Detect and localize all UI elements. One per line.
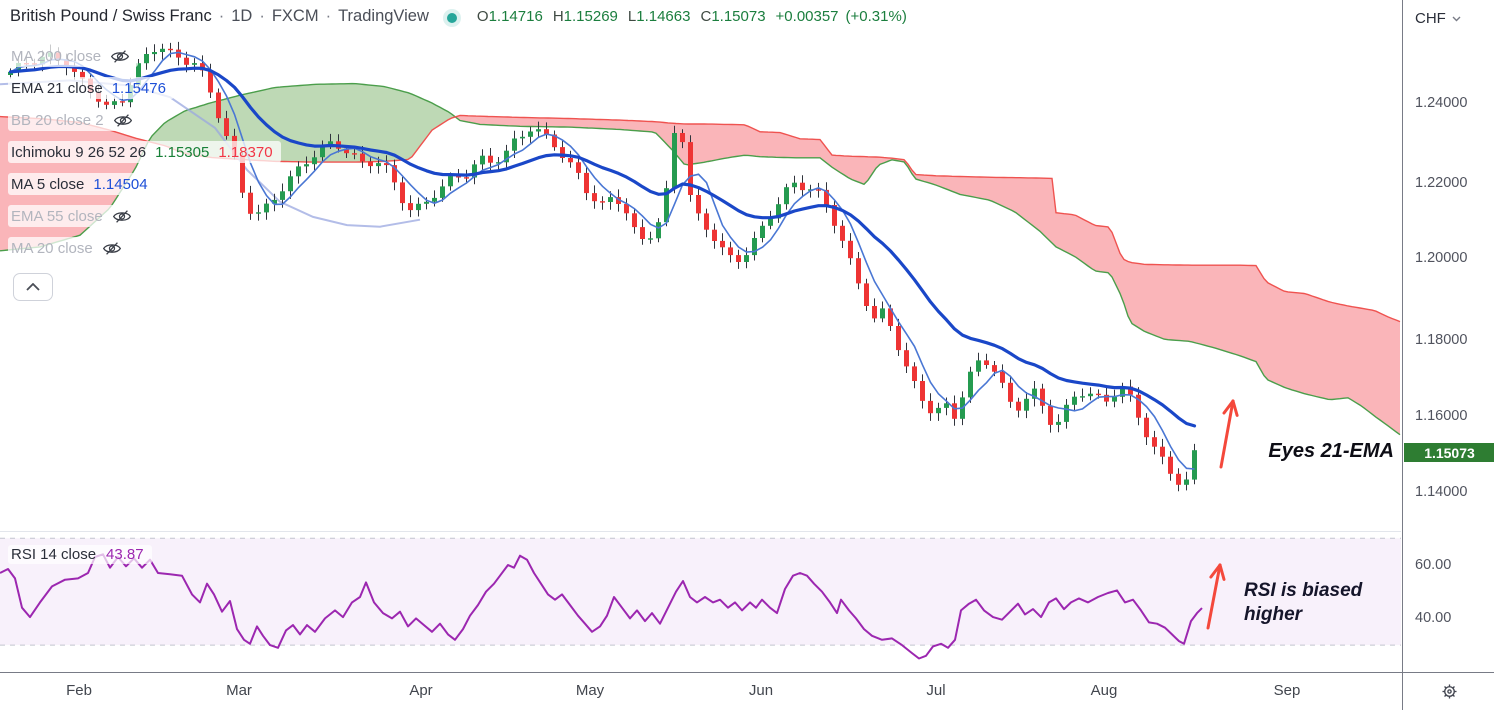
- change-percent: (+0.31%): [845, 8, 907, 25]
- legend-collapse-button[interactable]: [13, 273, 53, 301]
- settings-button[interactable]: [1402, 673, 1494, 710]
- interval-label[interactable]: 1D: [231, 7, 253, 25]
- legend-item-ma-5-close[interactable]: MA 5 close 1.14504: [8, 173, 156, 195]
- axis-price-label: 1.20000: [1415, 250, 1468, 266]
- currency-label: CHF: [1415, 10, 1446, 27]
- legend-item-ma-20-close[interactable]: MA 20 close: [8, 237, 130, 259]
- legend-item-ema-21-close[interactable]: EMA 21 close 1.15476: [8, 77, 174, 99]
- chevron-down-icon: [1452, 16, 1461, 21]
- legend-item-ma-200-close[interactable]: MA 200 close: [8, 45, 139, 67]
- axis-month-label: May: [575, 682, 605, 699]
- platform-label[interactable]: TradingView: [338, 7, 429, 25]
- visibility-off-icon[interactable]: [110, 49, 130, 64]
- open-value: 1.14716: [488, 8, 543, 25]
- legend-item-ichimoku-9-26-52-26[interactable]: Ichimoku 9 26 52 26 1.15305 1.18370: [8, 141, 281, 163]
- legend-item-ema-55-close[interactable]: EMA 55 close: [8, 205, 140, 227]
- gear-icon: [1441, 684, 1457, 699]
- visibility-off-icon[interactable]: [113, 113, 133, 128]
- exchange-label[interactable]: FXCM: [271, 7, 319, 25]
- axis-price-label: 1.24000: [1415, 95, 1468, 111]
- legend-item-label: EMA 21 close: [11, 79, 103, 97]
- axis-price-label: 40.00: [1415, 610, 1452, 626]
- legend-item-label: MA 20 close: [11, 239, 93, 257]
- currency-selector[interactable]: CHF: [1415, 10, 1461, 27]
- visibility-off-icon[interactable]: [112, 209, 132, 224]
- separator-dot: ·: [259, 7, 265, 25]
- annotation-eyes-21-ema: Eyes 21-EMA: [1268, 440, 1394, 462]
- rsi-legend[interactable]: RSI 14 close 43.87: [8, 545, 152, 564]
- legend-item-label: EMA 55 close: [11, 207, 103, 225]
- axis-price-label: 1.16000: [1415, 408, 1468, 424]
- high-label: H: [552, 8, 564, 25]
- high-value: 1.15269: [563, 8, 618, 25]
- separator-dot: ·: [325, 7, 332, 25]
- axis-price-label: 60.00: [1415, 557, 1452, 573]
- separator-dot: ·: [218, 7, 225, 25]
- open-label: O: [476, 8, 489, 25]
- axis-month-label: Feb: [66, 682, 92, 699]
- rsi-legend-label: RSI 14 close: [11, 546, 97, 563]
- market-status-icon: [446, 12, 457, 23]
- axis-month-label: Sep: [1273, 682, 1301, 699]
- legend-item-value: 1.15476: [111, 79, 166, 97]
- legend-item-bb-20-close-2[interactable]: BB 20 close 2: [8, 109, 141, 131]
- low-value: 1.14663: [636, 8, 691, 25]
- axis-price-label: 1.22000: [1415, 175, 1468, 191]
- ohlc-readout: O1.14716 H1.15269 L1.14663 C1.15073 +0.0…: [477, 8, 914, 25]
- axis-month-label: Mar: [226, 682, 252, 699]
- legend-item-label: MA 5 close: [11, 175, 85, 193]
- low-label: L: [627, 8, 637, 25]
- time-axis[interactable]: Feb Mar Apr May Jun Jul Aug Sep: [0, 672, 1494, 710]
- legend-item-value: 1.15305: [155, 143, 210, 161]
- legend-item-label: Ichimoku 9 26 52 26: [11, 143, 147, 161]
- legend-item-value: 1.14504: [93, 175, 148, 193]
- chevron-up-icon: [26, 283, 40, 291]
- price-axis-panel[interactable]: CHF 1.15073 1.24000 1.22000 1.20000 1.18000…: [1402, 0, 1494, 672]
- change-value: +0.00357: [775, 8, 839, 25]
- axis-month-label: Jul: [926, 682, 946, 699]
- chart-header: British Pound / Swiss Franc · 1D · FXCM …: [10, 7, 914, 26]
- close-label: C: [700, 8, 712, 25]
- axis-month-label: Apr: [409, 682, 433, 699]
- axis-price-label: 1.14000: [1415, 484, 1468, 500]
- legend-item-value: 1.18370: [218, 143, 273, 161]
- legend-item-label: MA 200 close: [11, 47, 102, 65]
- axis-month-label: Aug: [1090, 682, 1118, 699]
- axis-month-label: Jun: [748, 682, 774, 699]
- close-value: 1.15073: [711, 8, 766, 25]
- legend-item-label: BB 20 close 2: [11, 111, 104, 129]
- symbol-title[interactable]: British Pound / Swiss Franc: [10, 7, 212, 25]
- last-price-badge: 1.15073: [1404, 443, 1494, 462]
- visibility-off-icon[interactable]: [102, 241, 122, 256]
- rsi-legend-value: 43.87: [106, 546, 144, 563]
- indicator-legend: MA 200 close EMA 21 close 1.15476 BB 20 clo…: [8, 45, 281, 269]
- annotation-rsi-biased-higher: RSI is biased higher: [1244, 580, 1363, 625]
- axis-price-label: 1.18000: [1415, 332, 1468, 348]
